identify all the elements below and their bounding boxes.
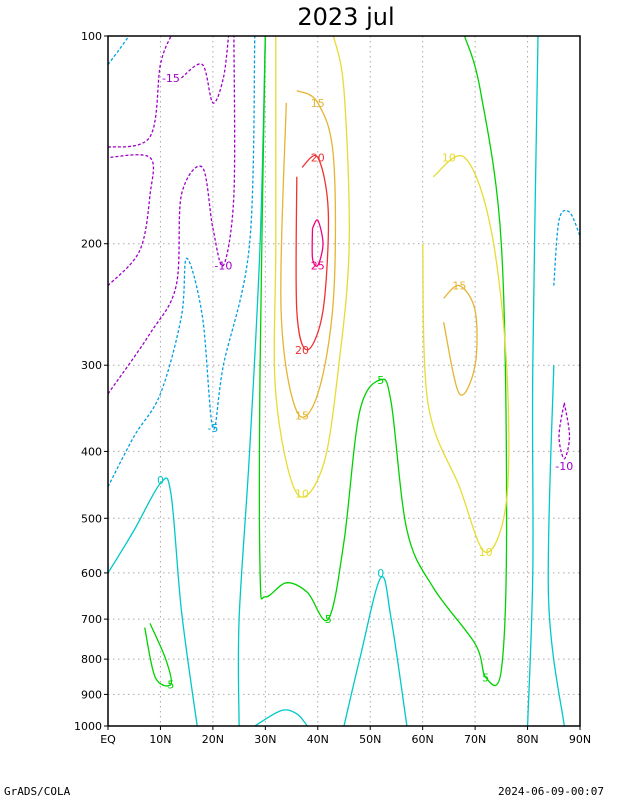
contour-lines	[108, 36, 580, 726]
contour-line	[237, 36, 266, 726]
y-tick-label: 800	[81, 653, 102, 666]
x-tick-label: 60N	[412, 733, 434, 746]
x-tick-label: 20N	[202, 733, 224, 746]
contour-line	[181, 36, 230, 104]
contour-label: -10	[214, 259, 232, 272]
contour-label: 10	[479, 546, 493, 559]
y-tick-label: 900	[81, 688, 102, 701]
contour-label: 25	[311, 259, 325, 272]
x-tick-label: 10N	[149, 733, 171, 746]
y-tick-label: 1000	[74, 720, 102, 733]
plot-frame	[107, 35, 581, 727]
grid	[108, 36, 580, 726]
contour-line	[108, 36, 236, 395]
contour-label: 5	[167, 678, 174, 691]
contour-line	[343, 576, 408, 726]
contour-line	[108, 477, 198, 726]
x-axis-ticks: EQ 10N 20N 30N 40N 50N 60N 70N 80N 90N	[100, 726, 591, 746]
contour-line	[422, 155, 510, 553]
contour-label: 15	[311, 97, 325, 110]
x-tick-label: 40N	[307, 733, 329, 746]
contour-label: -15	[162, 72, 180, 85]
contour-label: 5	[377, 374, 384, 387]
contour-label: 5	[482, 671, 489, 684]
contour-line	[553, 209, 580, 286]
contour-line	[108, 36, 130, 65]
y-tick-label: 400	[81, 445, 102, 458]
contour-line	[442, 284, 478, 396]
contour-line	[258, 36, 508, 686]
contour-label: 15	[295, 410, 309, 423]
x-tick-label: 90N	[569, 733, 591, 746]
contour-label: 10	[442, 152, 456, 165]
y-tick-label: 700	[81, 613, 102, 626]
footer-right: 2024-06-09-00:07	[498, 785, 604, 798]
contour-label: -5	[207, 422, 218, 435]
x-tick-label: 70N	[464, 733, 486, 746]
contour-line	[273, 36, 350, 498]
y-tick-label: 500	[81, 512, 102, 525]
x-tick-label: 80N	[516, 733, 538, 746]
y-tick-label: 300	[81, 359, 102, 372]
contour-line	[311, 219, 324, 267]
contour-label: 15	[452, 280, 466, 293]
y-tick-label: 100	[81, 30, 102, 43]
contour-line	[526, 36, 539, 726]
y-tick-label: 200	[81, 238, 102, 251]
contour-label: 20	[295, 344, 309, 357]
contour-line	[280, 90, 337, 418]
contour-line	[108, 36, 172, 148]
footer-left: GrADS/COLA	[4, 785, 71, 798]
contour-label: 5	[325, 613, 332, 626]
contour-label: 0	[377, 567, 384, 580]
x-tick-label: EQ	[100, 733, 116, 746]
contour-line	[108, 154, 155, 287]
contour-label: 20	[311, 152, 325, 165]
contour-line	[558, 402, 571, 460]
contour-line	[547, 365, 565, 726]
y-axis-ticks: 100 200 300 400 500 600 700 800 900 1000	[74, 30, 108, 733]
contour-line	[295, 154, 330, 351]
contour-label: 0	[157, 474, 164, 487]
contour-line	[254, 709, 308, 726]
contour-label: -10	[555, 460, 573, 473]
chart-title: 2023 jul	[297, 3, 394, 31]
contour-line	[144, 623, 172, 687]
y-tick-label: 600	[81, 567, 102, 580]
x-tick-label: 50N	[359, 733, 381, 746]
contour-label: 10	[295, 487, 309, 500]
contour-line	[108, 36, 256, 488]
contour-labels: -15 -10 -5 0 5 15 20 25 20 15 10 5 0 5 10 15 10 5 -10	[157, 72, 573, 691]
x-tick-label: 30N	[254, 733, 276, 746]
